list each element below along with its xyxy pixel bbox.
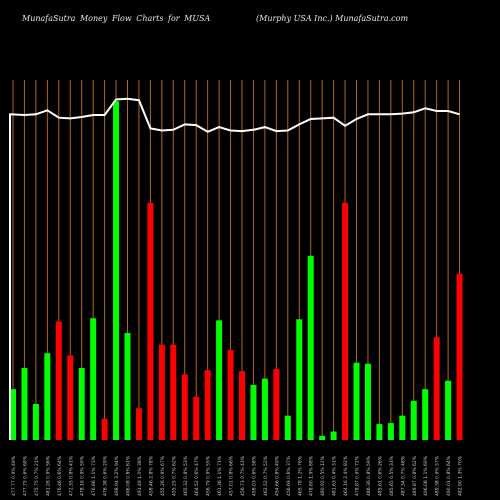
- x-tick-label: 465.78 1.2% 76%: [297, 455, 303, 496]
- x-tick-label: 465.32 0.8% 53%: [183, 455, 189, 496]
- bar: [216, 320, 223, 440]
- chart-title: MunafaSutra Money Flow Charts for MUSA: [22, 14, 211, 23]
- bar: [101, 418, 108, 440]
- bar: [364, 363, 371, 440]
- price-line: [9, 97, 460, 440]
- bar: [445, 380, 452, 440]
- bar: [410, 400, 417, 440]
- bar: [387, 423, 394, 440]
- bar: [147, 202, 154, 440]
- x-tick-label: 487.34 0.7% 48%: [400, 455, 406, 496]
- x-tick-label: 476.38 0.6% 29%: [103, 455, 109, 496]
- bar: [342, 202, 349, 440]
- x-tick-label: 480.92 0.5% 12%: [320, 455, 326, 496]
- x-tick-label: 481.63 0.4% 31%: [332, 455, 338, 496]
- bar: [67, 355, 74, 440]
- bar: [399, 415, 406, 440]
- x-tick-label: 477.75 0.6% 68%: [22, 455, 28, 496]
- x-tick-label: 476.46 0.6% 64%: [57, 455, 63, 496]
- x-tick-label: 476.86 1.1% 73%: [91, 455, 97, 496]
- bar: [44, 353, 51, 440]
- x-tick-label: 478.87 0.9% 72%: [355, 455, 361, 496]
- x-tick-label: 496.08 0.8% 61%: [126, 455, 132, 496]
- bar: [284, 415, 291, 440]
- bar: [227, 350, 234, 440]
- bar: [135, 408, 142, 440]
- bar: [170, 344, 177, 440]
- x-tick-label: 455.26 0.9% 67%: [160, 455, 166, 496]
- x-tick-label: 464.16 2.4% 82%: [343, 455, 349, 496]
- x-tick-label: 461.36 1.1% 71%: [217, 455, 223, 496]
- bar: [239, 371, 245, 440]
- bar: [32, 404, 39, 440]
- bar: [181, 374, 188, 440]
- bar: [193, 396, 200, 440]
- bar: [273, 369, 280, 440]
- x-tick-label: 478.60 1.9% 88%: [309, 455, 315, 496]
- bar: [261, 378, 268, 440]
- bar: [319, 435, 326, 440]
- bar: [422, 389, 429, 440]
- bar: [376, 424, 383, 440]
- x-tick-label: 496.08 1.1% 69%: [423, 455, 429, 496]
- x-tick-label: 489.38 0.9% 57%: [435, 455, 441, 496]
- bar: [353, 362, 360, 440]
- x-tick-label: 490.01 0.8% 64%: [446, 455, 452, 496]
- bar: [124, 333, 131, 440]
- x-tick-label: 462.52 0.7% 52%: [263, 455, 269, 496]
- x-tick-label: 472.35 0.8% 41%: [68, 455, 74, 496]
- x-tick-label: 457.01 0.8% 66%: [229, 455, 235, 496]
- x-tick-label: 498.94 3.2% 94%: [114, 455, 120, 496]
- x-tick-label: 475.75 0.7% 21%: [34, 455, 40, 496]
- x-tick-label: 477.77 0.9% 49%: [11, 455, 17, 496]
- bar: [250, 384, 257, 440]
- x-tick-label: 481.28 0.9% 56%: [45, 455, 51, 496]
- x-tick-label: 464.52 0.6% 47%: [194, 455, 200, 496]
- x-tick-label: 456.79 0.9% 55%: [206, 455, 212, 496]
- bar-series: [10, 101, 463, 441]
- bar: [55, 321, 62, 440]
- x-tick-labels: 477.77 0.9% 49% 477.75 0.6% 68% 475.75 0.7…: [11, 455, 464, 496]
- x-tick-label: 486.36 0.8% 59%: [366, 455, 372, 496]
- x-tick-label: 458.03 0.6% 58%: [251, 455, 257, 496]
- bar: [307, 255, 314, 440]
- bar: [78, 368, 85, 440]
- x-tick-label: 456.73 0.7% 43%: [240, 455, 246, 496]
- x-tick-label: 482.90 1.3% 70%: [458, 455, 464, 496]
- bar: [456, 273, 463, 440]
- bar: [433, 337, 440, 440]
- bar: [113, 101, 120, 441]
- bar: [204, 370, 211, 440]
- x-tick-label: 478.16 0.9% 59%: [80, 455, 86, 496]
- bar: [21, 368, 28, 440]
- x-tick-label: 489.87 0.8% 62%: [412, 455, 418, 496]
- x-tick-label: 491.49 1.0% 38%: [137, 455, 143, 496]
- x-tick-label: 456.69 0.6% 37%: [286, 455, 292, 496]
- bar: [296, 319, 303, 440]
- x-tick-label: 485.65 0.5% 33%: [389, 455, 395, 496]
- x-tick-label: 454.66 0.8% 49%: [274, 455, 280, 496]
- x-tick-label: 458.46 2.8% 78%: [148, 455, 154, 496]
- bar: [158, 344, 165, 440]
- bar: [90, 318, 97, 440]
- x-tick-label: 455.25 0.7% 62%: [171, 455, 177, 496]
- chart-subtitle: (Murphy USA Inc.) MunafaSutra.com: [256, 14, 409, 23]
- bar: [10, 389, 16, 440]
- x-tick-label: 485.61 0.6% 26%: [377, 455, 383, 496]
- bar: [330, 431, 337, 440]
